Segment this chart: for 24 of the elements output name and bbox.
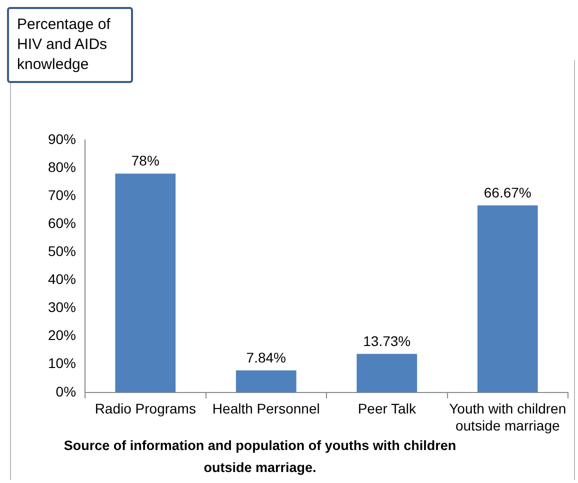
x-axis-title: Source of information and population of youths with children outside marriage. xyxy=(62,437,458,477)
bar xyxy=(236,370,296,392)
y-tick-label: 10% xyxy=(48,355,76,372)
y-tick-label: 80% xyxy=(48,158,76,175)
data-label: 78% xyxy=(131,152,160,169)
x-tick-label: Radio Programs xyxy=(94,400,196,417)
y-tick-label: 30% xyxy=(48,299,76,316)
y-tick-label: 70% xyxy=(48,186,76,203)
bar xyxy=(477,205,538,392)
y-axis-title: Percentage of HIV and AIDs knowledge xyxy=(7,7,133,83)
x-tick-label: Youth with children outside marriage xyxy=(449,400,566,434)
bar xyxy=(115,174,176,392)
x-tick-label: Peer Talk xyxy=(358,400,417,417)
y-tick-label: 90% xyxy=(48,130,76,147)
y-tick-label: 50% xyxy=(48,243,76,260)
data-label: 7.84% xyxy=(246,349,286,366)
y-tick-label: 0% xyxy=(56,383,76,400)
x-tick-label: Health Personnel xyxy=(212,400,320,417)
data-label: 66.67% xyxy=(484,184,532,200)
data-label: 13.73% xyxy=(363,332,411,349)
y-tick-label: 20% xyxy=(48,327,76,344)
y-tick-label: 40% xyxy=(48,271,76,288)
bar xyxy=(356,354,418,392)
y-tick-label: 60% xyxy=(48,214,76,231)
